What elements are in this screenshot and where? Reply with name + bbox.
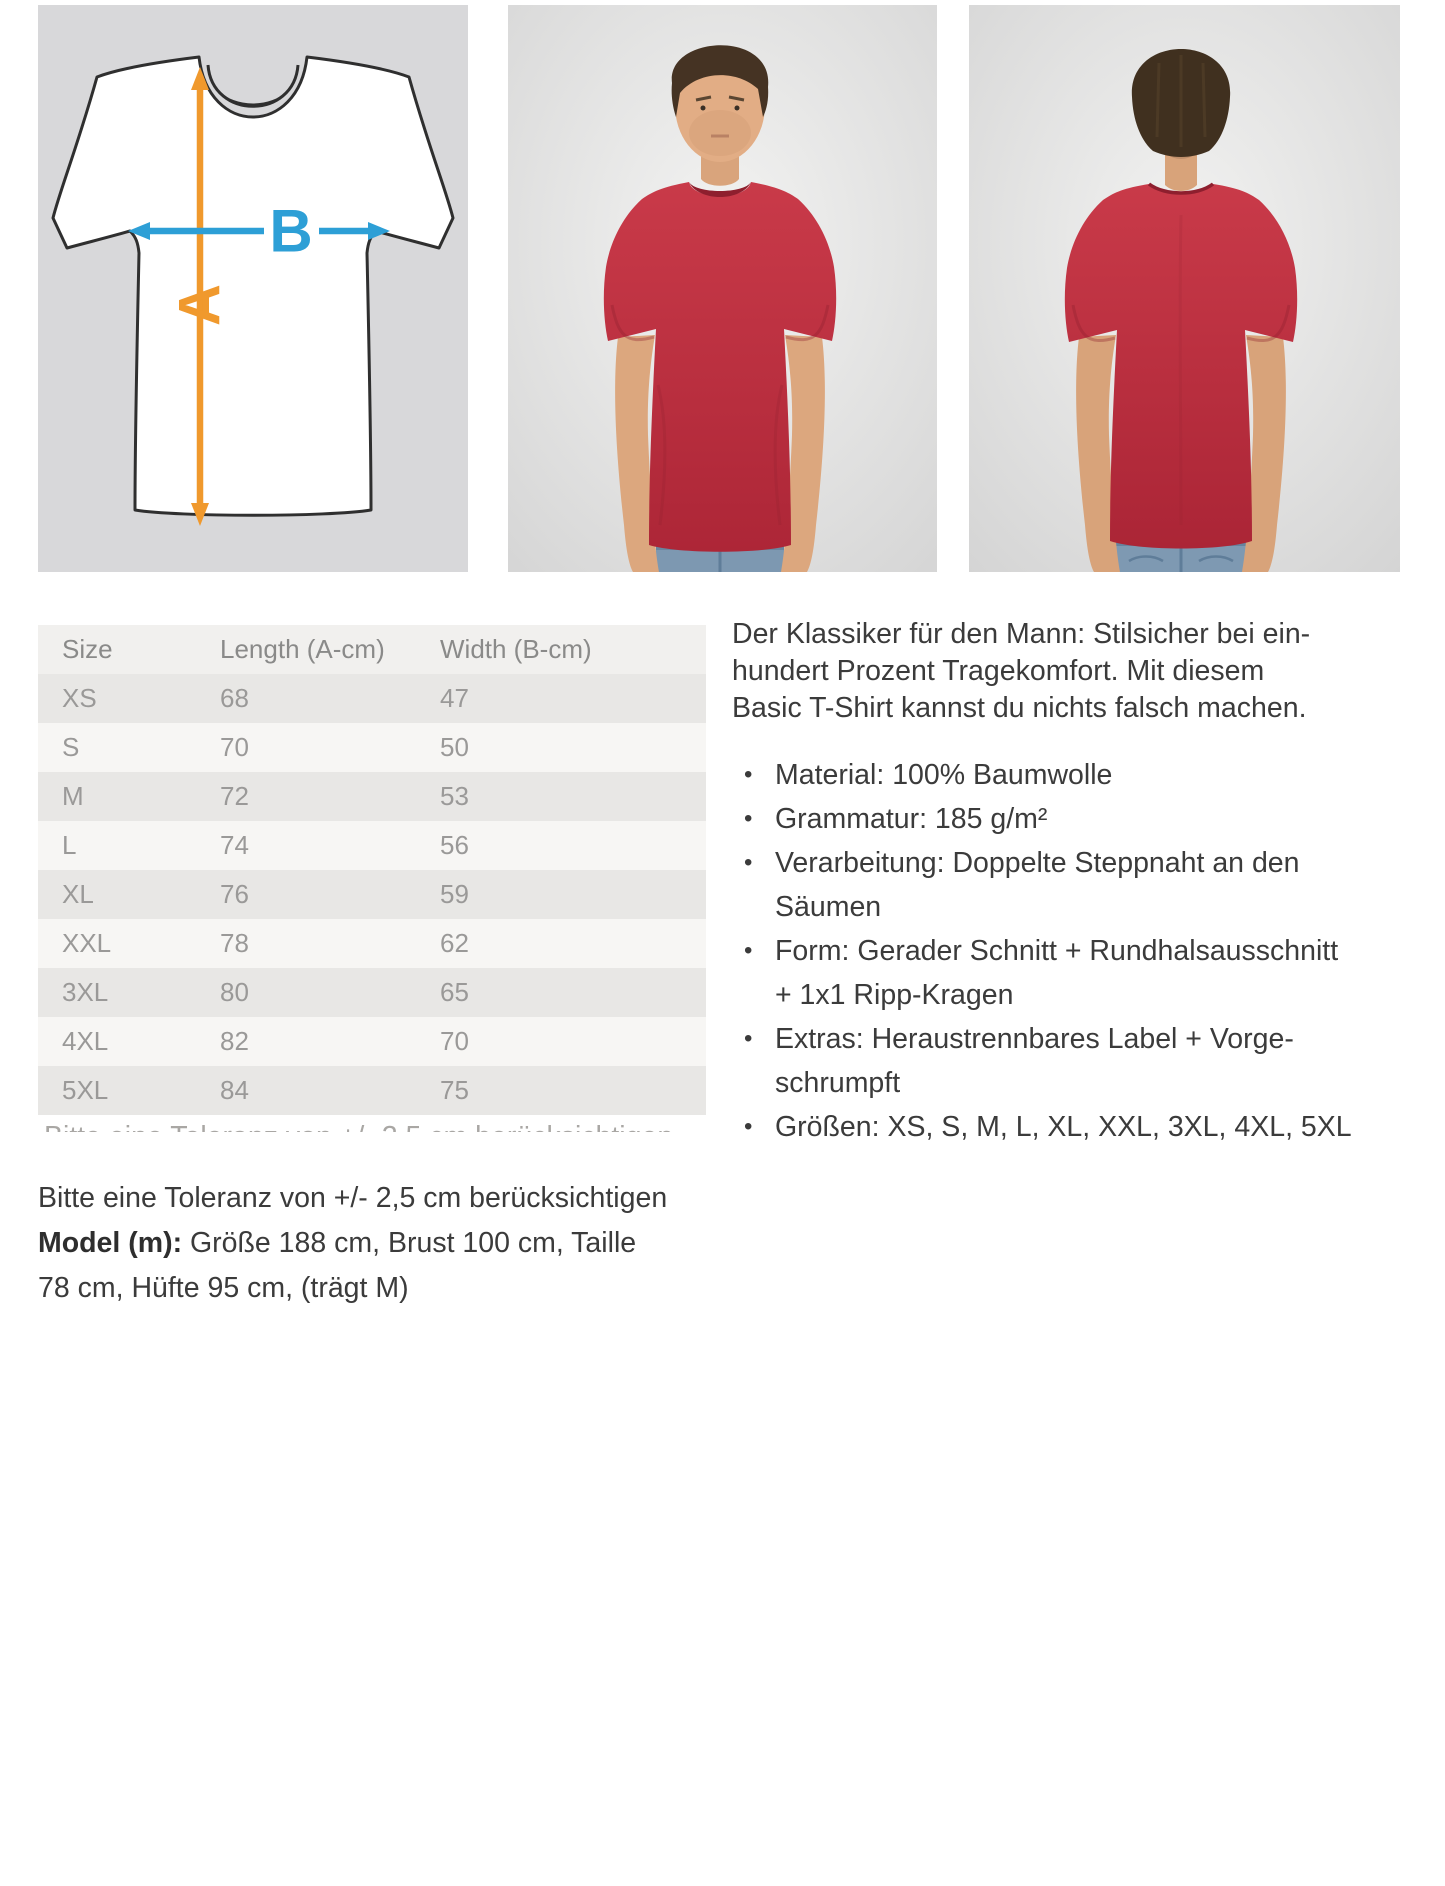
size-diagram-image: A B	[38, 5, 468, 572]
column-header-length: Length (A-cm)	[208, 625, 428, 674]
bullet-icon: •	[744, 1113, 753, 1140]
model-front-photo	[508, 5, 937, 572]
model-measurements: Model (m): Größe 188 cm, Brust 100 cm, T…	[38, 1221, 738, 1311]
arrow-a: A	[168, 67, 233, 526]
label-b: B	[269, 198, 312, 265]
table-row: S 70 50	[38, 723, 706, 772]
table-row: XL 76 59	[38, 870, 706, 919]
column-header-size: Size	[38, 625, 208, 674]
table-row: L 74 56	[38, 821, 706, 870]
table-row: M 72 53	[38, 772, 706, 821]
size-table-header: Size Length (A-cm) Width (B-cm)	[38, 625, 706, 674]
list-item: • Extras: Heraustrennbares Label + Vorge-…	[732, 1017, 1394, 1105]
list-item: • Form: Gerader Schnitt + Rundhalsausschn…	[732, 929, 1394, 1017]
column-header-width: Width (B-cm)	[428, 625, 706, 674]
table-row: 4XL 82 70	[38, 1017, 706, 1066]
table-row: XS 68 47	[38, 674, 706, 723]
model-label: Model (m):	[38, 1227, 183, 1259]
bullet-icon: •	[744, 1025, 753, 1052]
description-intro: Der Klassiker für den Mann: Stilsicher b…	[732, 618, 1311, 724]
table-row: 5XL 84 75	[38, 1066, 706, 1115]
table-row: XXL 78 62	[38, 919, 706, 968]
arrow-b: B	[128, 198, 390, 265]
list-item: • Größen: XS, S, M, L, XL, XXL, 3XL, 4XL,…	[732, 1105, 1394, 1149]
model-text: Größe 188 cm, Brust 100 cm, Taille 78 cm…	[38, 1227, 637, 1304]
model-back-photo	[969, 5, 1400, 572]
list-item: • Material: 100% Baumwolle	[732, 753, 1394, 797]
list-item: • Grammatur: 185 g/m²	[732, 797, 1394, 841]
table-row: 3XL 80 65	[38, 968, 706, 1017]
tolerance-note: Bitte eine Toleranz von +/- 2,5 cm berüc…	[38, 1182, 668, 1214]
footnote: Bitte eine Toleranz von +/- 2,5 cm berüc…	[38, 1176, 738, 1311]
list-item: • Verarbeitung: Doppelte Steppnaht an den…	[732, 841, 1394, 929]
bullet-icon: •	[744, 805, 753, 832]
product-description: Der Klassiker für den Mann: Stilsicher b…	[732, 616, 1394, 1149]
size-table: Size Length (A-cm) Width (B-cm) XS 68 47 S…	[38, 625, 706, 1115]
feature-list: • Material: 100% Baumwolle • Grammatur: 18…	[732, 753, 1394, 1149]
bullet-icon: •	[744, 937, 753, 964]
tshirt-measure-diagram-icon: A B	[51, 55, 455, 526]
label-a: A	[168, 284, 233, 326]
bullet-icon: •	[744, 849, 753, 876]
bullet-icon: •	[744, 761, 753, 788]
cropped-row-remnant: Bitte eine Toleranz von +/- 2,5 cm berüc…	[44, 1121, 744, 1132]
